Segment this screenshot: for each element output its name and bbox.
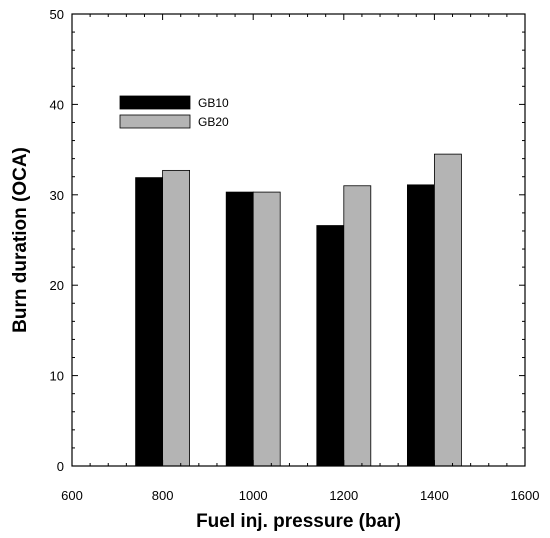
- bars: [135, 153, 462, 467]
- x-tick-labels: 600 800 1000 1200 1400 1600: [61, 488, 539, 503]
- y-tick-label: 10: [50, 369, 64, 384]
- axis-ticks: [71, 13, 526, 467]
- bar-gb20-1400: [433, 153, 462, 467]
- legend-label-gb10: GB10: [198, 96, 229, 110]
- legend-label-gb20: GB20: [198, 115, 229, 129]
- x-tick-label: 1000: [239, 488, 268, 503]
- bar-gb10-1200: [316, 225, 345, 467]
- x-axis-title: Fuel inj. pressure (bar): [196, 511, 401, 532]
- y-tick-label: 40: [50, 97, 64, 112]
- bar-gb10-1000: [225, 191, 254, 467]
- plot-frame: [71, 13, 526, 467]
- legend-swatch-gb20: [119, 114, 191, 129]
- x-tick-label: 1200: [329, 488, 358, 503]
- bar-gb20-1000: [252, 191, 281, 467]
- bar-gb10-1400: [406, 184, 435, 467]
- bar-gb10-800: [135, 177, 164, 467]
- legend: GB10 GB20: [119, 95, 229, 129]
- y-tick-label: 30: [50, 188, 64, 203]
- bar-gb20-800: [162, 169, 191, 467]
- x-tick-label: 800: [152, 488, 174, 503]
- y-tick-label: 0: [57, 459, 64, 474]
- bar-gb20-1200: [343, 185, 372, 467]
- legend-swatch-gb10: [119, 95, 191, 110]
- x-tick-label: 1600: [511, 488, 540, 503]
- x-tick-label: 1400: [420, 488, 449, 503]
- y-tick-label: 20: [50, 278, 64, 293]
- x-tick-label: 600: [61, 488, 83, 503]
- y-axis-title: Burn duration (OCA): [10, 147, 31, 333]
- y-tick-label: 50: [50, 7, 64, 22]
- y-tick-labels: 0 10 20 30 40 50: [50, 7, 64, 474]
